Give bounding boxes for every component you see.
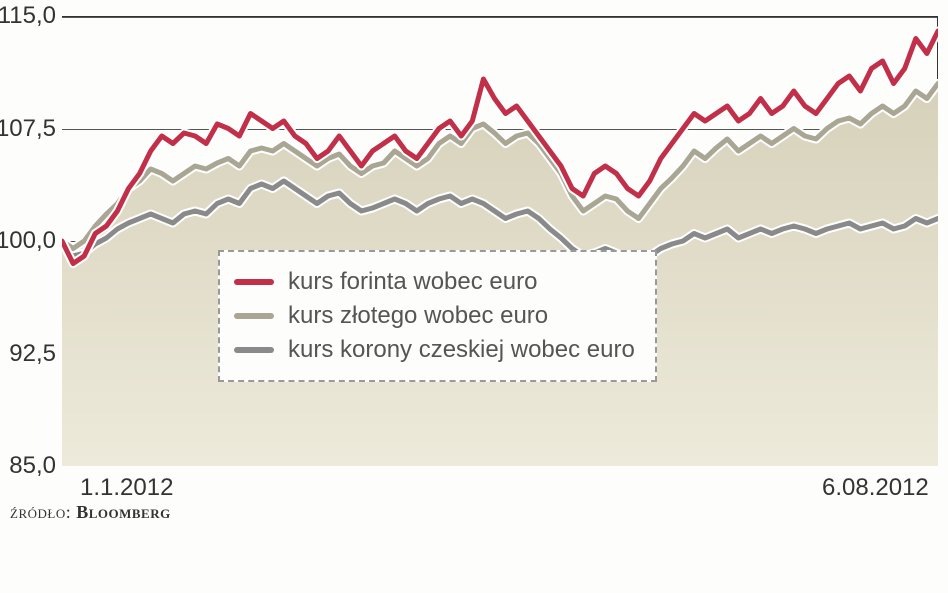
x-tick-label: 6.08.2012 — [822, 474, 929, 502]
legend-label: kurs złotego wobec euro — [288, 302, 548, 330]
legend-swatch — [234, 279, 274, 285]
legend-label: kurs forinta wobec euro — [288, 268, 537, 296]
y-tick-label: 100,0 — [0, 227, 56, 255]
legend: kurs forinta wobec euro kurs złotego wob… — [218, 250, 657, 382]
x-tick-label: 1.1.2012 — [80, 474, 173, 502]
y-tick-label: 85,0 — [9, 452, 56, 480]
source-prefix: źródło: — [10, 502, 76, 522]
y-tick-label: 107,5 — [0, 115, 56, 143]
legend-swatch — [234, 347, 274, 353]
legend-row: kurs forinta wobec euro — [234, 268, 635, 296]
legend-label: kurs korony czeskiej wobec euro — [288, 336, 635, 364]
y-tick-label: 92,5 — [9, 340, 56, 368]
source-name: Bloomberg — [76, 502, 171, 522]
source-citation: źródło: Bloomberg — [10, 502, 171, 523]
legend-swatch — [234, 313, 274, 319]
y-tick-label: 115,0 — [0, 2, 56, 30]
line-chart-svg — [62, 16, 938, 466]
legend-row: kurs korony czeskiej wobec euro — [234, 336, 635, 364]
chart-container: 115,0 107,5 100,0 92,5 85,0 1.1.2012 6.0… — [0, 8, 948, 503]
legend-row: kurs złotego wobec euro — [234, 302, 635, 330]
